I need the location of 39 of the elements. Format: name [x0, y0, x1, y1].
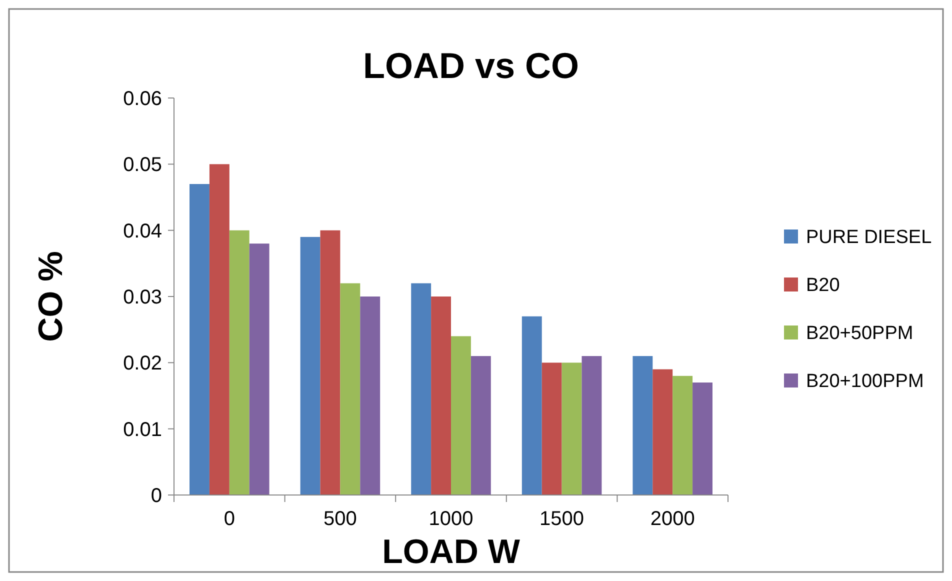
x-tick-label: 1000 — [428, 508, 474, 530]
bar — [470, 356, 491, 495]
bar — [229, 230, 250, 495]
bar — [431, 296, 451, 495]
bar — [672, 376, 693, 495]
y-tick-label: 0.01 — [123, 418, 162, 441]
bar — [582, 356, 602, 495]
legend-label: B20 — [806, 275, 840, 296]
x-tick-label: 2000 — [650, 508, 695, 530]
bar — [340, 283, 360, 495]
y-tick-label: 0.05 — [123, 154, 162, 176]
y-tick-label: 0 — [150, 485, 162, 507]
bar — [632, 356, 653, 495]
bar — [300, 236, 320, 495]
bar — [652, 369, 673, 495]
y-axis-title: CO % — [32, 251, 70, 342]
bar — [190, 184, 210, 495]
chart-title: LOAD vs CO — [362, 45, 580, 86]
y-tick-label: 0.03 — [123, 286, 162, 308]
bar — [411, 283, 432, 495]
bar — [451, 336, 471, 495]
bar — [360, 296, 380, 495]
x-tick-label: 500 — [324, 508, 357, 530]
x-tick-label: 0 — [224, 508, 235, 530]
bar — [562, 362, 582, 495]
y-tick-label: 0.02 — [123, 352, 162, 375]
legend-label: B20+50PPM — [806, 323, 914, 344]
bar — [249, 244, 270, 495]
legend-label: B20+100PPM — [806, 371, 924, 392]
y-tick-label: 0.06 — [123, 88, 162, 110]
x-tick-label: 1500 — [540, 508, 584, 530]
bar — [542, 362, 562, 495]
bar — [692, 382, 712, 495]
bar — [522, 316, 542, 495]
x-axis-title: LOAD W — [382, 533, 521, 571]
y-tick-label: 0.04 — [123, 220, 162, 242]
bar — [209, 164, 230, 495]
bar — [320, 230, 340, 495]
legend-label: PURE DIESEL — [806, 227, 932, 248]
